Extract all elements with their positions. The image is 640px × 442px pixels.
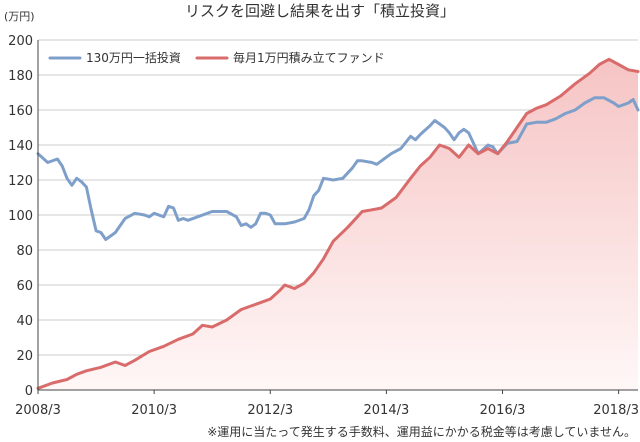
- chart-title: リスクを回避し結果を出す「積立投資」: [185, 2, 455, 20]
- y-tick-label: 180: [8, 69, 33, 84]
- y-tick-label: 100: [8, 209, 33, 224]
- legend-label-tsumitate: 毎月1万円積み立てファンド: [233, 50, 385, 65]
- y-axis-unit: (万円): [4, 10, 35, 23]
- y-tick-labels: 0 20 40 60 80 100 120 140 160 180 200: [8, 34, 33, 399]
- y-tick-label: 80: [16, 244, 33, 259]
- series-line-tsumitate: [36, 57, 640, 390]
- x-tick-label: 2010/3: [131, 403, 177, 418]
- x-tick-labels: 2008/3 2010/3 2012/3 2014/3 2016/3 2018/3: [15, 403, 639, 418]
- footnote: ※運用に当たって発生する手数料、運用益にかかる税金等は考慮していません。: [207, 424, 636, 439]
- line-layer: [36, 57, 640, 390]
- y-tick-label: 40: [16, 314, 33, 329]
- y-tick-label: 200: [8, 34, 33, 49]
- y-tick-label: 20: [16, 349, 33, 364]
- legend-label-lump: 130万円一括投資: [86, 50, 181, 65]
- x-tick-label: 2014/3: [364, 403, 410, 418]
- series-line-lump: [36, 96, 640, 241]
- x-tick-label: 2016/3: [480, 403, 526, 418]
- area-layer: [38, 59, 638, 391]
- legend: 130万円一括投資 毎月1万円積み立てファンド: [44, 46, 392, 70]
- y-tick-label: 120: [8, 174, 33, 189]
- y-tick-label: 160: [8, 104, 33, 119]
- y-tick-label: 140: [8, 139, 33, 154]
- x-tick-label: 2008/3: [15, 403, 61, 418]
- area-tsumitate: [38, 59, 638, 391]
- x-tick-label: 2012/3: [247, 403, 293, 418]
- y-tick-label: 60: [16, 279, 33, 294]
- axes: [37, 40, 638, 391]
- y-tick-label: 0: [25, 384, 33, 399]
- x-tick-label: 2018/3: [593, 403, 639, 418]
